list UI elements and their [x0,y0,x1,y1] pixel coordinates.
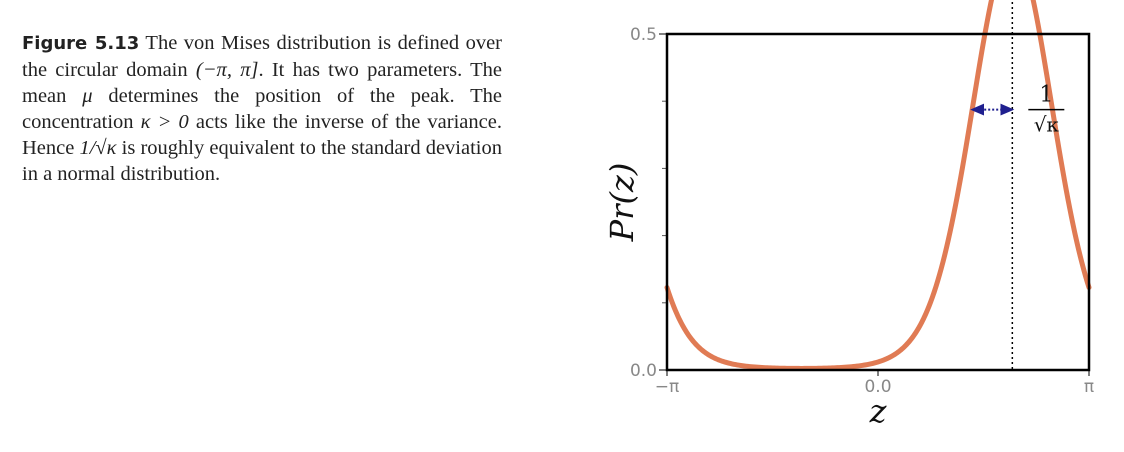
caption-kappa-math: κ > 0 [140,111,189,133]
y-axis-title: Pr(z) [603,163,641,243]
caption-text-1: The von Mises distribution is defined ov… [22,32,503,81]
x-tick-label: −π [655,377,679,397]
x-tick-label: π [1084,377,1094,397]
caption-mu-math: μ [82,85,93,107]
x-tick-label: 0.0 [864,377,891,397]
von-mises-curve [664,0,1092,371]
caption-domain-math: (−π, π] [195,59,259,81]
width-label-numerator: 1 [1039,83,1053,108]
width-label-denominator: √κ [1034,113,1060,137]
caption-sd-math: 1/√κ [79,137,117,159]
figure-caption: Figure 5.13 The von Mises distribution i… [22,30,502,187]
caption-text-2: . It has two parameters. The mean [22,59,502,107]
figure-label: Figure 5.13 [22,33,140,54]
caption-text-4: acts like the inverse of the variance. H… [22,111,502,159]
von-mises-figure: Pr(z) z 0.00.5−π0.0πμ1√κ [600,0,1124,452]
y-tick-label: 0.0 [630,361,657,381]
plot-frame [665,32,1091,372]
caption-text-3: determines the position of the peak. The… [22,85,502,133]
y-tick-label: 0.5 [630,25,657,45]
x-axis-title: z [869,392,888,430]
von-mises-chart: Pr(z) z 0.00.5−π0.0πμ1√κ [603,0,1094,430]
caption-text-5: is roughly equivalent to the standard de… [22,137,502,185]
